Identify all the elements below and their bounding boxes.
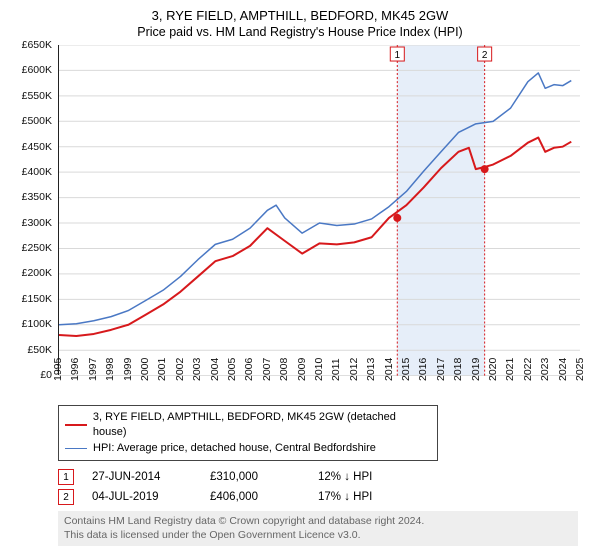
sale-date: 27-JUN-2014 [92, 471, 192, 483]
x-tick-label: 2003 [191, 358, 203, 381]
sale-row: 1 27-JUN-2014 £310,000 12% ↓ HPI [58, 469, 586, 485]
chart-container: 3, RYE FIELD, AMPTHILL, BEDFORD, MK45 2G… [0, 0, 600, 560]
chart-subtitle: Price paid vs. HM Land Registry's House … [14, 25, 586, 39]
x-tick-label: 2016 [417, 358, 429, 381]
sale-marker-box: 2 [58, 489, 74, 505]
y-tick-label: £650K [22, 39, 52, 51]
x-tick-label: 2012 [348, 358, 360, 381]
chart-title: 3, RYE FIELD, AMPTHILL, BEDFORD, MK45 2G… [14, 8, 586, 23]
x-tick-label: 2007 [261, 358, 273, 381]
legend-label: HPI: Average price, detached house, Cent… [93, 441, 376, 456]
x-tick-label: 2011 [330, 358, 342, 381]
x-tick-label: 2024 [557, 358, 569, 381]
x-tick-label: 2010 [313, 358, 325, 381]
legend: 3, RYE FIELD, AMPTHILL, BEDFORD, MK45 2G… [58, 405, 438, 461]
y-tick-label: £450K [22, 141, 52, 153]
y-tick-label: £600K [22, 64, 52, 76]
y-tick-label: £350K [22, 191, 52, 203]
x-tick-label: 2000 [139, 358, 151, 381]
y-tick-label: £400K [22, 166, 52, 178]
plot-svg: 12 [59, 45, 580, 376]
x-tick-label: 1998 [104, 358, 116, 381]
x-tick-label: 2004 [209, 358, 221, 381]
x-tick-label: 2017 [435, 358, 447, 381]
svg-text:1: 1 [395, 50, 401, 61]
x-tick-label: 1996 [69, 358, 81, 381]
y-tick-label: £500K [22, 115, 52, 127]
footer-line: This data is licensed under the Open Gov… [64, 529, 572, 543]
y-axis-labels: £0 £50K £100K £150K £200K £250K £300K £350K £400… [14, 45, 54, 395]
sale-price: £406,000 [210, 491, 300, 503]
footer-attribution: Contains HM Land Registry data © Crown c… [58, 511, 578, 546]
legend-swatch [65, 424, 87, 426]
x-tick-label: 1995 [52, 358, 64, 381]
legend-label: 3, RYE FIELD, AMPTHILL, BEDFORD, MK45 2G… [93, 410, 431, 441]
x-tick-label: 2013 [365, 358, 377, 381]
plot-region: 12 [58, 45, 580, 375]
sale-date: 04-JUL-2019 [92, 491, 192, 503]
legend-item: HPI: Average price, detached house, Cent… [65, 441, 431, 456]
legend-swatch [65, 448, 87, 449]
x-tick-label: 2008 [278, 358, 290, 381]
x-tick-label: 2018 [452, 358, 464, 381]
sale-price: £310,000 [210, 471, 300, 483]
x-tick-label: 2015 [400, 358, 412, 381]
sale-delta: 17% ↓ HPI [318, 491, 372, 503]
sale-marker-box: 1 [58, 469, 74, 485]
sales-table: 1 27-JUN-2014 £310,000 12% ↓ HPI 2 04-JUL-201… [58, 469, 586, 505]
y-tick-label: £50K [27, 344, 52, 356]
x-tick-label: 2005 [226, 358, 238, 381]
y-tick-label: £250K [22, 242, 52, 254]
x-tick-label: 2025 [574, 358, 586, 381]
svg-text:2: 2 [482, 50, 488, 61]
x-axis-labels: 1995199619971998199920002001200220032004… [58, 375, 580, 399]
x-tick-label: 2019 [470, 358, 482, 381]
x-tick-label: 2001 [156, 358, 168, 381]
x-tick-label: 2021 [504, 358, 516, 381]
y-tick-label: £200K [22, 267, 52, 279]
x-tick-label: 2006 [243, 358, 255, 381]
x-tick-label: 1999 [122, 358, 134, 381]
x-tick-label: 2009 [296, 358, 308, 381]
x-tick-label: 2020 [487, 358, 499, 381]
footer-line: Contains HM Land Registry data © Crown c… [64, 515, 572, 529]
x-tick-label: 2014 [383, 358, 395, 381]
x-tick-label: 2023 [539, 358, 551, 381]
legend-item: 3, RYE FIELD, AMPTHILL, BEDFORD, MK45 2G… [65, 410, 431, 441]
y-tick-label: £0 [40, 369, 52, 381]
y-tick-label: £550K [22, 90, 52, 102]
x-tick-label: 2022 [522, 358, 534, 381]
sale-row: 2 04-JUL-2019 £406,000 17% ↓ HPI [58, 489, 586, 505]
y-tick-label: £150K [22, 293, 52, 305]
x-tick-label: 2002 [174, 358, 186, 381]
sale-delta: 12% ↓ HPI [318, 471, 372, 483]
x-tick-label: 1997 [87, 358, 99, 381]
y-tick-label: £300K [22, 217, 52, 229]
chart-area: £0 £50K £100K £150K £200K £250K £300K £350K £400… [14, 45, 586, 395]
y-tick-label: £100K [22, 318, 52, 330]
